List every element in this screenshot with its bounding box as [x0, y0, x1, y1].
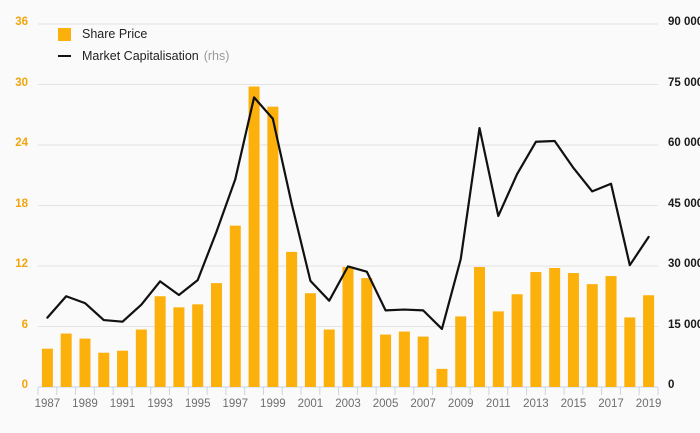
- line-swatch-icon: [58, 55, 71, 57]
- left-axis-tick-label: 12: [15, 258, 28, 270]
- legend-item-share-price: Share Price: [58, 24, 229, 44]
- legend-label-market-capitalisation-axis-note: (rhs): [203, 49, 230, 63]
- x-axis-tick-label: 2015: [560, 398, 587, 410]
- bar: [229, 225, 241, 387]
- left-axis-tick-label: 18: [15, 197, 28, 210]
- bar: [624, 317, 636, 387]
- bar: [605, 276, 617, 387]
- bar: [342, 267, 354, 387]
- bar-swatch-icon: [58, 27, 71, 41]
- x-axis-tick-label: 2019: [635, 398, 662, 410]
- bar: [304, 293, 316, 387]
- bar: [436, 368, 448, 387]
- bar: [549, 268, 561, 387]
- bar: [248, 86, 260, 388]
- right-axis-tick-label: 0: [668, 379, 675, 391]
- bar: [361, 278, 373, 387]
- bar: [380, 334, 392, 387]
- bar: [492, 311, 504, 387]
- bar: [117, 350, 129, 387]
- left-axis-tick-label: 24: [15, 137, 28, 149]
- x-axis-tick-label: 2005: [372, 398, 399, 410]
- bar: [192, 304, 204, 387]
- bar: [530, 272, 542, 387]
- chart-legend: Share Price Market Capitalisation (rhs): [58, 24, 229, 68]
- right-axis-tick-label: 45 000: [668, 197, 700, 210]
- right-axis-tick-label: 75 000: [668, 76, 700, 89]
- x-axis-tick-label: 2003: [335, 398, 361, 410]
- x-axis-tick-label: 2001: [297, 398, 324, 410]
- left-axis-tick-label: 6: [21, 318, 28, 331]
- bar: [474, 267, 486, 387]
- legend-label-share-price: Share Price: [82, 27, 148, 41]
- bar: [567, 273, 579, 387]
- bar: [643, 295, 655, 387]
- x-axis-tick-label: 1987: [34, 398, 61, 410]
- right-axis-tick-label: 15 000: [668, 318, 700, 331]
- bar: [79, 338, 91, 387]
- x-axis-tick-label: 2009: [447, 398, 474, 410]
- x-axis-tick-label: 2007: [410, 398, 436, 410]
- right-axis-tick-label: 60 000: [668, 137, 700, 149]
- x-axis-tick-label: 1997: [222, 398, 249, 410]
- right-axis-tick-label: 90 000: [668, 16, 700, 28]
- bar: [398, 331, 410, 387]
- x-axis-tick-label: 2013: [523, 398, 549, 410]
- x-axis-tick-label: 1995: [184, 398, 211, 410]
- bar: [60, 333, 72, 387]
- bar: [323, 329, 335, 387]
- left-axis-tick-label: 30: [15, 76, 28, 89]
- bar: [154, 296, 166, 387]
- left-axis-tick-label: 0: [21, 379, 28, 391]
- bar: [135, 329, 147, 387]
- bar: [173, 307, 185, 387]
- x-axis-tick-label: 2017: [598, 398, 624, 410]
- line-series-market-capitalisation: [46, 96, 650, 331]
- left-axis-tick-label: 36: [15, 16, 28, 28]
- legend-label-market-capitalisation: Market Capitalisation: [82, 49, 199, 63]
- bar: [210, 283, 222, 387]
- bar: [98, 352, 110, 387]
- x-axis-ticks: [37, 386, 659, 395]
- bar: [511, 294, 523, 387]
- x-axis-tick-label: 1999: [260, 398, 286, 410]
- right-axis-tick-label: 30 000: [668, 258, 700, 270]
- bar: [267, 106, 279, 387]
- bar-series-share-price: [41, 86, 655, 388]
- bar: [417, 336, 429, 387]
- x-axis-tick-label: 1991: [109, 398, 136, 410]
- x-axis-tick-label: 2011: [485, 398, 511, 410]
- x-axis-tick-label: 1993: [147, 398, 173, 410]
- bar: [586, 284, 598, 387]
- bar: [41, 348, 53, 387]
- bar: [286, 251, 298, 387]
- x-axis-tick-label: 1989: [72, 398, 98, 410]
- legend-item-market-capitalisation: Market Capitalisation (rhs): [58, 46, 229, 66]
- bar: [455, 316, 467, 387]
